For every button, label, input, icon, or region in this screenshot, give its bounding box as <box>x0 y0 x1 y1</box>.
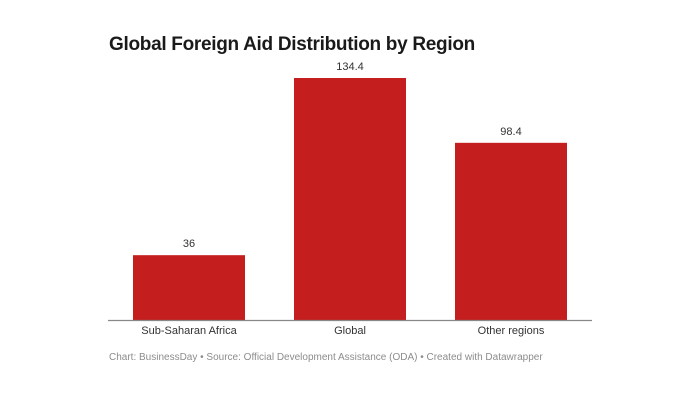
bar-sub-saharan-africa <box>133 255 245 320</box>
bars-group <box>133 78 567 320</box>
chart-title: Global Foreign Aid Distribution by Regio… <box>109 34 475 55</box>
bar-other-regions <box>455 142 567 320</box>
category-label: Other regions <box>478 325 545 337</box>
value-label: 36 <box>183 238 195 250</box>
value-label: 98.4 <box>500 126 521 138</box>
labels-group: 36 Sub-Saharan Africa 134.4 Global 98.4 Other… <box>141 61 545 337</box>
category-label: Sub-Saharan Africa <box>141 325 237 337</box>
category-label: Global <box>334 325 366 337</box>
value-label: 134.4 <box>336 61 364 73</box>
chart-footer: Chart: BusinessDay • Source: Official De… <box>109 352 543 363</box>
bar-global <box>294 78 406 320</box>
